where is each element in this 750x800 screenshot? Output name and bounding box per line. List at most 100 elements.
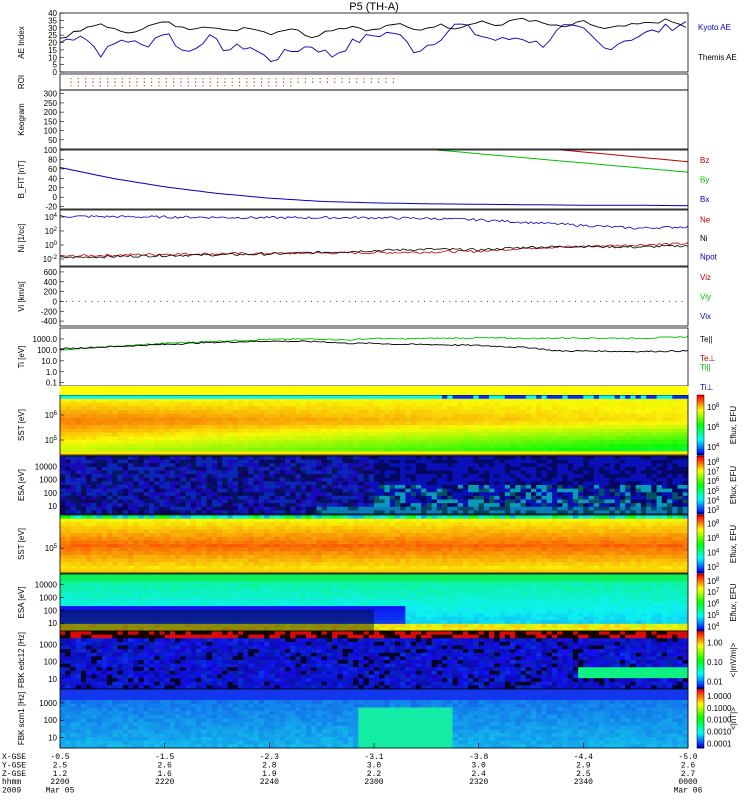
heat-cell bbox=[300, 551, 307, 556]
heat-cell bbox=[190, 488, 197, 493]
heat-cell bbox=[258, 488, 265, 493]
heat-cell bbox=[253, 451, 260, 456]
heat-cell bbox=[222, 525, 228, 530]
heat-cell bbox=[122, 510, 129, 515]
heat-cell bbox=[300, 451, 307, 456]
heat-cell bbox=[410, 406, 417, 411]
heat-cell bbox=[546, 443, 553, 448]
heat-cell bbox=[164, 402, 171, 407]
heat-cell bbox=[185, 515, 192, 520]
heat-cell bbox=[70, 515, 77, 520]
heat-cell bbox=[546, 410, 553, 415]
heat-cell bbox=[180, 506, 186, 511]
heat-cell bbox=[133, 562, 139, 567]
heat-cell bbox=[447, 463, 453, 468]
heat-cell bbox=[431, 503, 438, 508]
heat-cell bbox=[457, 413, 464, 418]
heat-cell bbox=[154, 477, 160, 482]
heat-cell bbox=[421, 443, 427, 448]
heat-cell bbox=[541, 488, 548, 493]
y-axis-label: B_FIT [nT] bbox=[17, 161, 26, 199]
heat-cell bbox=[279, 522, 286, 527]
roi-dot bbox=[363, 78, 365, 80]
heat-cell bbox=[353, 481, 359, 486]
heat-cell bbox=[159, 470, 166, 475]
heat-cell bbox=[96, 428, 103, 433]
heat-cell bbox=[295, 425, 302, 430]
heat-cell bbox=[138, 406, 145, 411]
heat-cell bbox=[400, 398, 406, 403]
heat-cell bbox=[374, 506, 380, 511]
heat-cell bbox=[300, 428, 307, 433]
heat-cell bbox=[640, 443, 647, 448]
heat-cell bbox=[483, 432, 490, 437]
heat-cell bbox=[572, 499, 579, 504]
heat-cell bbox=[237, 436, 244, 441]
heat-cell bbox=[661, 432, 668, 437]
heat-cell bbox=[133, 547, 139, 552]
heat-cell bbox=[426, 421, 432, 426]
heat-cell bbox=[546, 488, 553, 493]
heat-cell bbox=[243, 470, 249, 475]
heat-cell bbox=[264, 488, 270, 493]
zero-dot bbox=[487, 300, 488, 302]
heat-cell bbox=[206, 443, 213, 448]
heat-cell bbox=[65, 477, 71, 482]
heat-cell bbox=[510, 459, 516, 464]
heat-cell bbox=[196, 402, 202, 407]
heat-cell bbox=[222, 398, 228, 403]
heat-cell bbox=[201, 402, 207, 407]
heat-cell bbox=[133, 499, 139, 504]
heat-cell bbox=[269, 436, 275, 441]
heat-cell bbox=[379, 485, 385, 490]
roi-dot bbox=[107, 78, 109, 80]
heat-cell bbox=[578, 428, 584, 433]
heat-cell bbox=[431, 428, 438, 433]
heat-cell bbox=[60, 515, 66, 520]
heat-cell bbox=[379, 466, 385, 471]
heat-cell bbox=[541, 402, 548, 407]
heat-cell bbox=[80, 466, 87, 471]
heat-cell bbox=[154, 413, 160, 418]
heat-cell bbox=[599, 503, 605, 508]
heat-cell bbox=[253, 565, 260, 570]
heat-cell bbox=[358, 451, 364, 456]
heat-cell bbox=[148, 470, 155, 475]
heat-cell bbox=[682, 510, 689, 515]
heat-cell bbox=[442, 492, 448, 497]
heat-cell bbox=[682, 456, 689, 461]
heat-cell bbox=[222, 536, 228, 541]
heat-cell bbox=[196, 410, 202, 415]
heat-cell bbox=[572, 425, 579, 430]
heat-cell bbox=[70, 425, 77, 430]
heat-cell bbox=[619, 436, 626, 441]
heat-cell bbox=[264, 410, 270, 415]
heat-cell bbox=[290, 436, 296, 441]
series-line bbox=[562, 149, 689, 163]
roi-dot bbox=[326, 81, 328, 83]
zero-dot bbox=[129, 300, 130, 302]
heat-cell bbox=[682, 495, 689, 500]
heat-cell bbox=[175, 492, 181, 497]
heat-cell bbox=[651, 506, 657, 511]
heat-cell bbox=[609, 466, 616, 471]
heat-cell bbox=[211, 443, 218, 448]
heat-cell bbox=[65, 459, 71, 464]
heat-cell bbox=[295, 492, 302, 497]
heat-cell bbox=[494, 425, 500, 430]
heat-cell bbox=[91, 547, 98, 552]
heat-cell bbox=[70, 432, 77, 437]
heat-cell bbox=[133, 456, 139, 461]
heat-cell bbox=[138, 510, 145, 515]
heat-cell bbox=[374, 474, 380, 479]
heat-cell bbox=[96, 503, 103, 508]
heat-cell bbox=[431, 499, 438, 504]
heat-cell bbox=[279, 470, 286, 475]
heat-cell bbox=[232, 499, 239, 504]
heat-cell bbox=[384, 432, 391, 437]
heat-cell bbox=[468, 463, 474, 468]
heat-cell bbox=[646, 481, 652, 486]
heat-cell bbox=[112, 443, 118, 448]
heat-cell bbox=[101, 421, 108, 426]
heat-cell bbox=[494, 474, 500, 479]
